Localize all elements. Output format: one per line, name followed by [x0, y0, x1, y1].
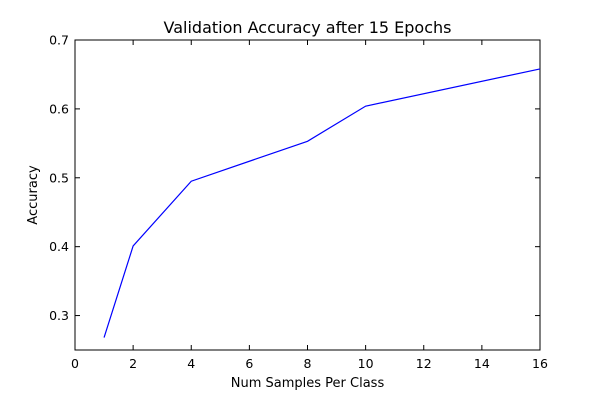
x-axis-ticks: 0 2 4 6 8 10 12 14 16 [71, 40, 548, 371]
x-tick-label: 14 [474, 356, 490, 371]
y-axis-label: Accuracy [26, 165, 41, 225]
y-tick-label: 0.5 [49, 170, 69, 185]
y-tick-label: 0.4 [49, 239, 69, 254]
y-tick-label: 0.3 [49, 308, 69, 323]
x-tick-label: 8 [304, 356, 312, 371]
series-group [103, 68, 541, 338]
x-tick-label: 16 [532, 356, 548, 371]
x-tick-label: 12 [416, 356, 432, 371]
y-tick-label: 0.6 [49, 101, 69, 116]
y-tick-label: 0.7 [49, 33, 69, 48]
x-tick-label: 2 [129, 356, 137, 371]
x-tick-label: 4 [187, 356, 195, 371]
y-axis-ticks: 0.3 0.4 0.5 0.6 0.7 [49, 33, 540, 323]
series-line [103, 68, 541, 338]
x-axis-label: Num Samples Per Class [231, 376, 385, 391]
chart-title: Validation Accuracy after 15 Epochs [164, 18, 452, 37]
x-tick-label: 10 [358, 356, 374, 371]
x-tick-label: 6 [245, 356, 253, 371]
x-tick-label: 0 [71, 356, 79, 371]
